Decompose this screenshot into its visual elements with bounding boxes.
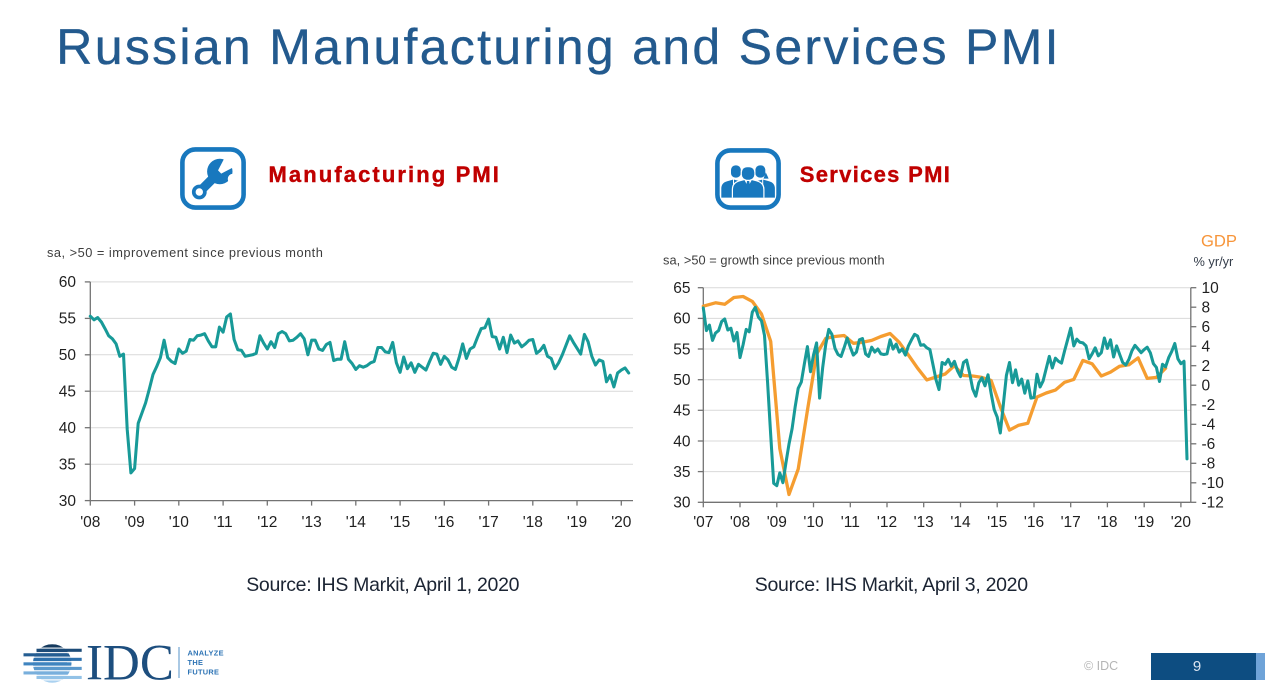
svg-text:'10: '10 bbox=[803, 514, 824, 531]
svg-text:'07: '07 bbox=[693, 514, 713, 531]
svg-text:35: 35 bbox=[673, 464, 690, 481]
svg-text:35: 35 bbox=[59, 457, 76, 474]
svg-text:THE: THE bbox=[188, 658, 204, 667]
svg-text:'08: '08 bbox=[80, 514, 100, 531]
svg-text:4: 4 bbox=[1202, 339, 1211, 356]
svg-text:'18: '18 bbox=[1097, 514, 1117, 531]
svg-text:GDP: GDP bbox=[1201, 232, 1237, 251]
svg-text:-12: -12 bbox=[1202, 495, 1224, 512]
svg-text:6: 6 bbox=[1202, 319, 1211, 336]
svg-text:-2: -2 bbox=[1202, 397, 1216, 414]
svg-text:'17: '17 bbox=[478, 514, 498, 531]
svg-text:50: 50 bbox=[673, 372, 691, 389]
svg-text:'20: '20 bbox=[1171, 514, 1192, 531]
svg-text:'20: '20 bbox=[611, 514, 632, 531]
svg-text:'08: '08 bbox=[730, 514, 750, 531]
svg-text:'16: '16 bbox=[1024, 514, 1044, 531]
svg-text:'18: '18 bbox=[523, 514, 543, 531]
svg-text:'11: '11 bbox=[841, 514, 860, 531]
svg-text:sa, >50 = improvement since pr: sa, >50 = improvement since previous mon… bbox=[47, 245, 323, 260]
svg-text:FUTURE: FUTURE bbox=[188, 668, 220, 677]
svg-text:0: 0 bbox=[1202, 378, 1211, 395]
svg-text:10: 10 bbox=[1202, 280, 1220, 297]
svg-text:30: 30 bbox=[59, 493, 77, 510]
svg-text:2: 2 bbox=[1202, 358, 1211, 375]
svg-text:'11: '11 bbox=[214, 514, 233, 531]
svg-text:'14: '14 bbox=[346, 514, 367, 531]
svg-text:'15: '15 bbox=[987, 514, 1007, 531]
svg-text:'10: '10 bbox=[169, 514, 190, 531]
svg-text:8: 8 bbox=[1202, 300, 1211, 317]
svg-text:55: 55 bbox=[673, 341, 690, 358]
svg-text:'19: '19 bbox=[567, 514, 587, 531]
svg-text:-4: -4 bbox=[1202, 417, 1216, 434]
svg-text:'16: '16 bbox=[434, 514, 454, 531]
svg-text:30: 30 bbox=[673, 495, 691, 512]
svg-text:-10: -10 bbox=[1202, 475, 1225, 492]
svg-text:-8: -8 bbox=[1202, 456, 1216, 473]
svg-text:sa, >50 = growth since previou: sa, >50 = growth since previous month bbox=[663, 253, 885, 268]
svg-text:'12: '12 bbox=[877, 514, 897, 531]
svg-text:50: 50 bbox=[59, 347, 77, 364]
svg-text:% yr/yr: % yr/yr bbox=[1194, 254, 1235, 269]
svg-text:-6: -6 bbox=[1202, 436, 1216, 453]
svg-text:55: 55 bbox=[59, 311, 76, 328]
svg-text:'13: '13 bbox=[914, 514, 934, 531]
svg-text:45: 45 bbox=[59, 384, 76, 401]
svg-text:'14: '14 bbox=[950, 514, 971, 531]
svg-text:'09: '09 bbox=[124, 514, 144, 531]
svg-text:65: 65 bbox=[673, 280, 690, 297]
svg-text:'15: '15 bbox=[390, 514, 410, 531]
svg-text:'17: '17 bbox=[1061, 514, 1081, 531]
svg-text:45: 45 bbox=[673, 403, 690, 420]
svg-text:40: 40 bbox=[59, 420, 77, 437]
svg-text:'19: '19 bbox=[1134, 514, 1154, 531]
svg-text:'13: '13 bbox=[301, 514, 321, 531]
svg-text:40: 40 bbox=[673, 433, 691, 450]
svg-text:60: 60 bbox=[673, 311, 691, 328]
svg-text:ANALYZE: ANALYZE bbox=[188, 649, 224, 658]
svg-text:IDC: IDC bbox=[86, 638, 174, 686]
svg-text:60: 60 bbox=[59, 274, 77, 291]
svg-text:'12: '12 bbox=[257, 514, 277, 531]
svg-text:'09: '09 bbox=[767, 514, 787, 531]
